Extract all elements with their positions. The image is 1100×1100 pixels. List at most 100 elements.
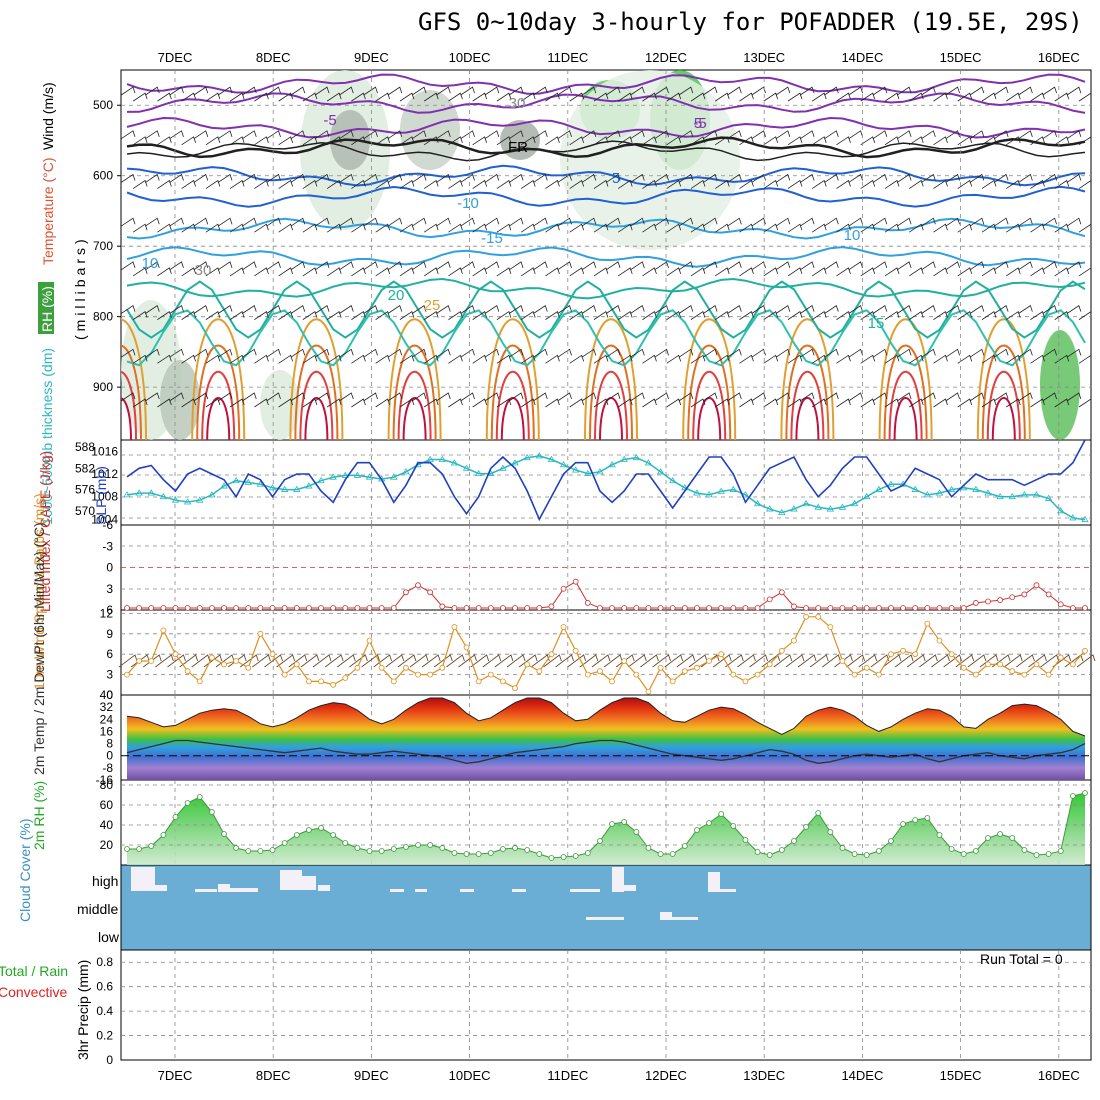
wind-barb [145, 131, 159, 139]
date-label-bottom: 10DEC [449, 1068, 491, 1083]
rh-point [876, 849, 881, 854]
cloud-ylabel: Cloud Cover (%) [17, 819, 33, 922]
lifted-index-point [416, 583, 421, 588]
rh-point [416, 843, 421, 848]
rh-point [331, 833, 336, 838]
wind-barb [461, 349, 475, 357]
cloud-block [708, 872, 720, 892]
wind-barb [485, 131, 499, 139]
rh-fill [127, 793, 1085, 865]
wind-speed-point [416, 672, 421, 677]
wind-barb [655, 393, 669, 401]
wind-barb [1018, 393, 1032, 401]
wind-barb [545, 399, 559, 407]
wind-speed-point [779, 648, 784, 653]
wind-barb [182, 268, 196, 276]
wind-barb [170, 218, 184, 226]
wind-speed-point [743, 679, 748, 684]
date-label-bottom: 7DEC [158, 1068, 193, 1083]
wind-barb [970, 349, 984, 357]
wind-barb [485, 306, 499, 314]
cape-y-tick: 0 [106, 561, 113, 575]
wind-barb [145, 218, 159, 226]
lifted-index-point [682, 606, 687, 611]
surface-wind-barb [750, 655, 768, 667]
wind-speed-point [173, 652, 178, 657]
lifted-index-point [391, 606, 396, 611]
contour-label: 15 [868, 315, 885, 332]
wind-barb [182, 355, 196, 363]
precip-ylabel-conv: Convective [0, 984, 67, 1000]
wind-barb [788, 137, 802, 145]
rh-point [816, 811, 821, 816]
wind-speed-point [161, 628, 166, 633]
wind-speed-point [234, 659, 239, 664]
wind-barb [230, 312, 244, 320]
wind-barb [861, 268, 875, 276]
wind-barb [800, 218, 814, 226]
cloud-block [230, 888, 258, 892]
wind-speed-point [1046, 672, 1051, 677]
surface-wind-barb [847, 655, 865, 667]
lifted-index-point [234, 606, 239, 611]
wind-barb [715, 312, 729, 320]
lifted-index-point [197, 606, 202, 611]
wind-speed-point [149, 659, 154, 664]
warm-contour [585, 319, 637, 440]
rh-point [125, 847, 130, 852]
rh-point [585, 851, 590, 856]
wind-barb [933, 312, 947, 320]
cloud-block [720, 889, 736, 892]
surface-wind-barb [737, 655, 755, 667]
wind-barb [473, 181, 487, 189]
lifted-index-point [985, 599, 990, 604]
wind-barb [727, 306, 741, 314]
wind-barb [509, 262, 523, 270]
rh-point [597, 839, 602, 844]
rh-point [925, 816, 930, 821]
wind-barb [776, 131, 790, 139]
wind-barb [448, 93, 462, 101]
wind-barb [921, 306, 935, 314]
slp-ylabel-slp: SLP (mb) [93, 466, 109, 525]
wind-barb [715, 93, 729, 101]
cloud-block [660, 912, 672, 920]
wind-barb [958, 224, 972, 232]
wind-barb [545, 355, 559, 363]
wind-barb [242, 306, 256, 314]
wind-barb [1043, 262, 1057, 270]
lifted-index-point [610, 606, 615, 611]
rh-point [864, 853, 869, 858]
wind-barb [376, 268, 390, 276]
wind-barb [533, 306, 547, 314]
cape-y-tick: -3 [102, 539, 113, 553]
lifted-index-point [561, 586, 566, 591]
wind-barb [121, 87, 135, 95]
rh-point [622, 820, 627, 825]
lifted-index-point [1058, 602, 1063, 607]
wind-speed-point [961, 665, 966, 670]
wind-barb [157, 93, 171, 101]
surface-wind-barb [337, 655, 355, 667]
wind-barb [157, 181, 171, 189]
date-label-bottom: 9DEC [354, 1068, 389, 1083]
wind-speed-point [682, 669, 687, 674]
precip-ylabel-rain: Total / Rain [0, 963, 68, 979]
wind-speed-point [476, 679, 481, 684]
wind-barb [836, 355, 850, 363]
wind-barb [400, 224, 414, 232]
wind-speed-point [634, 672, 639, 677]
surface-wind-barb [786, 655, 804, 667]
wind-barb [812, 181, 826, 189]
precip-y-tick: 0.4 [96, 1004, 113, 1018]
rh-point [707, 821, 712, 826]
wind-barb [812, 137, 826, 145]
wind-speed-point [343, 676, 348, 681]
wind-barb [133, 181, 147, 189]
wind-barb [339, 306, 353, 314]
precip-panel [121, 962, 1091, 1035]
wind-barb [327, 268, 341, 276]
rh-point [731, 824, 736, 829]
wind-barb [157, 268, 171, 276]
wind-barb [739, 355, 753, 363]
